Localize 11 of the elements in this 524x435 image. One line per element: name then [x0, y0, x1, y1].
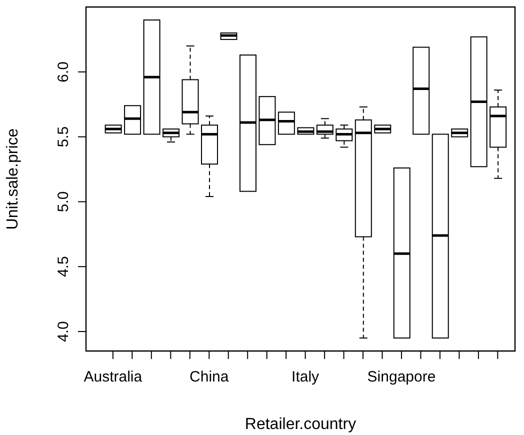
y-tick-label: 5.5	[55, 126, 72, 148]
x-tick-label: China	[190, 368, 230, 386]
x-tick-label: Italy	[292, 368, 320, 386]
y-tick-label: 4.0	[55, 321, 72, 342]
y-tick-label: 6.0	[55, 61, 72, 82]
y-tick-label: 5.0	[55, 191, 72, 212]
y-tick-label: 4.5	[55, 256, 72, 278]
x-axis-title: Retailer.country	[244, 416, 356, 433]
y-axis-title: Unit.sale.price	[4, 128, 22, 230]
x-tick-label: Singapore	[367, 368, 436, 386]
x-tick-label: Australia	[84, 368, 143, 386]
